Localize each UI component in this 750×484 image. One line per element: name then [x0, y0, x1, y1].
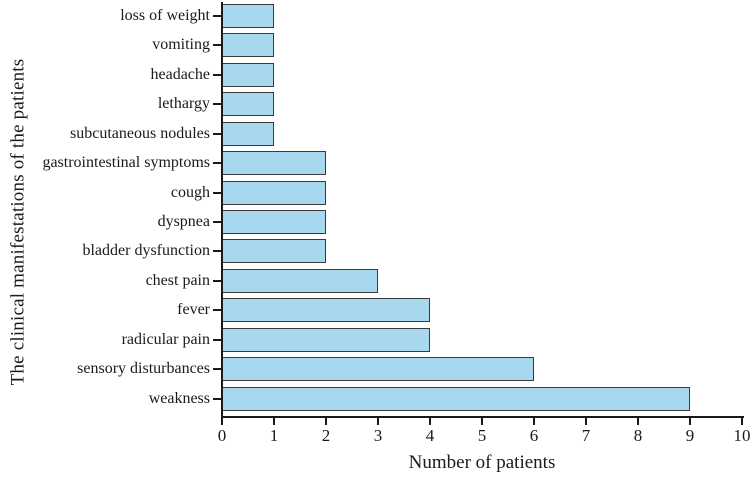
- category-label: fever: [177, 301, 210, 319]
- category-label: headache: [150, 65, 210, 83]
- x-axis-tick: [533, 418, 535, 425]
- x-axis-tick: [429, 418, 431, 425]
- y-axis-tick: [213, 309, 221, 312]
- category-label: gastrointestinal symptoms: [42, 154, 210, 172]
- x-axis-tick: [273, 418, 275, 425]
- x-axis-tick: [221, 418, 223, 425]
- x-axis-tick: [325, 418, 327, 425]
- x-axis-tick: [481, 418, 483, 425]
- y-axis-tick: [213, 44, 221, 47]
- bar-dyspnea: [222, 210, 326, 234]
- x-axis-tick-label: 7: [581, 426, 591, 445]
- category-label: weakness: [148, 389, 210, 407]
- x-axis-tick-label: 4: [425, 426, 435, 445]
- x-axis-tick-label: 1: [269, 426, 279, 445]
- x-axis-tick-label: 10: [733, 426, 750, 445]
- x-axis-tick: [585, 418, 587, 425]
- x-axis-tick: [689, 418, 691, 425]
- x-axis-tick-label: 9: [685, 426, 695, 445]
- category-label: sensory disturbances: [77, 360, 210, 378]
- bar-sensory-disturbances: [222, 357, 534, 382]
- x-axis-line: [221, 416, 744, 418]
- category-label: cough: [170, 183, 210, 201]
- category-label: lethargy: [157, 95, 210, 113]
- category-label: chest pain: [145, 271, 210, 289]
- category-label: radicular pain: [121, 330, 210, 348]
- y-axis-tick: [213, 250, 221, 253]
- bar-chest-pain: [222, 268, 378, 293]
- category-label: vomiting: [152, 36, 210, 54]
- category-label: loss of weight: [120, 7, 210, 24]
- category-label: subcutaneous nodules: [70, 124, 210, 142]
- x-axis-tick-label: 8: [633, 426, 643, 445]
- category-label: dyspnea: [157, 213, 210, 230]
- bar-vomiting: [222, 33, 274, 58]
- x-axis-tick: [637, 418, 639, 425]
- y-axis-tick: [213, 73, 221, 76]
- y-axis-tick: [213, 15, 221, 17]
- y-axis-tick: [213, 132, 221, 135]
- bar-subcutaneous-nodules: [222, 121, 274, 146]
- x-axis-title: Number of patients: [408, 452, 556, 473]
- y-axis-tick: [213, 368, 221, 371]
- bar-fever: [222, 298, 430, 323]
- x-axis-tick: [377, 418, 379, 425]
- y-axis-tick: [213, 279, 221, 282]
- y-axis-tick: [213, 103, 221, 106]
- bar-weakness: [222, 386, 690, 411]
- x-axis-tick-label: 6: [529, 426, 539, 445]
- y-axis-tick: [213, 338, 221, 341]
- bar-headache: [222, 62, 274, 87]
- x-axis-tick-label: 3: [373, 426, 383, 445]
- bar-radicular-pain: [222, 327, 430, 352]
- x-axis-tick: [741, 418, 743, 425]
- y-axis-tick: [213, 191, 221, 194]
- bar-lethargy: [222, 92, 274, 117]
- bar-bladder-dysfunction: [222, 239, 326, 264]
- x-axis-tick-label: 2: [321, 426, 331, 445]
- y-axis-tick: [213, 221, 221, 223]
- x-axis-tick-label: 0: [217, 426, 227, 445]
- y-axis-line: [221, 2, 223, 418]
- bar-loss-of-weight: [222, 4, 274, 28]
- x-axis-tick-label: 5: [477, 426, 487, 445]
- category-label: bladder dysfunction: [82, 242, 210, 260]
- y-axis-tick: [213, 162, 221, 165]
- bar-cough: [222, 180, 326, 205]
- bar-gastrointestinal-symptoms: [222, 151, 326, 176]
- y-axis-tick: [213, 397, 221, 400]
